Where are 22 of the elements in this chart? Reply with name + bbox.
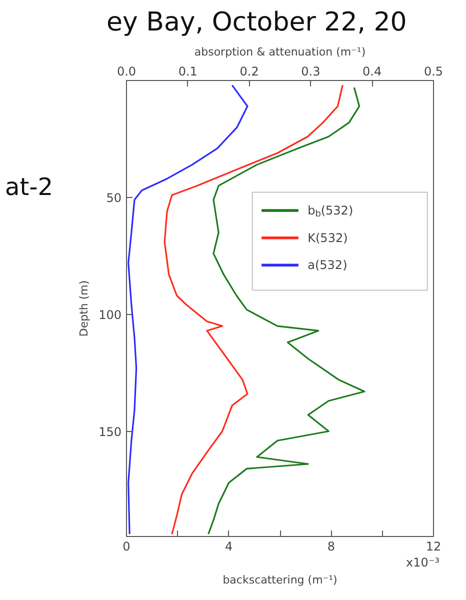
x2-tick-label: 0.5 xyxy=(424,64,444,78)
legend-label: a(532) xyxy=(308,258,348,272)
line-series xyxy=(208,86,366,535)
x2-tick-label: 0.1 xyxy=(178,64,198,78)
x-axis-title: backscattering (m⁻¹) xyxy=(222,574,338,586)
text: x10⁻³ xyxy=(406,556,440,570)
x-tick-label: 4 xyxy=(225,540,233,554)
x2-tick-label: 0.3 xyxy=(301,64,320,78)
y-tick-label: 150 xyxy=(98,424,122,439)
x-tick-label: 0 xyxy=(122,540,130,554)
y-axis-title: Depth (m) xyxy=(78,280,91,337)
x2-tick-label: 0.0 xyxy=(116,64,136,78)
x2-axis-title: absorption & attenuation (m⁻¹) xyxy=(194,46,366,58)
x-tick-label: 12 xyxy=(426,540,442,554)
x2-tick-label: 0.2 xyxy=(240,64,259,78)
x-tick-label: 8 xyxy=(327,540,335,554)
text: at-2 xyxy=(5,173,54,201)
y-tick-label: 50 xyxy=(106,190,122,205)
x2-tick-label: 0.4 xyxy=(362,64,382,78)
legend-label: K(532) xyxy=(308,230,348,245)
chart-title: ey Bay, October 22, 20 xyxy=(106,8,407,38)
y-tick-label: 100 xyxy=(98,308,122,322)
